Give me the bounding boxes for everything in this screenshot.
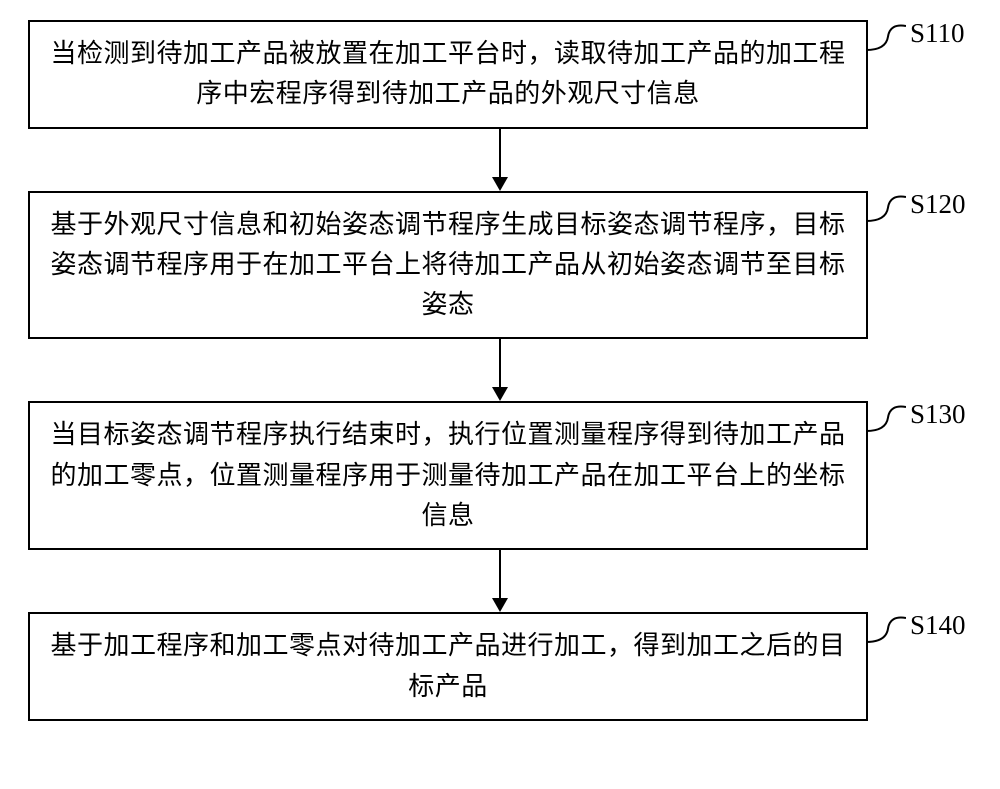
step-box-s110: 当检测到待加工产品被放置在加工平台时，读取待加工产品的加工程序中宏程序得到待加工… bbox=[28, 20, 868, 129]
flow-arrow bbox=[485, 550, 515, 612]
arrow-wrap-1 bbox=[80, 339, 920, 401]
step-row-s130: 当目标姿态调节程序执行结束时，执行位置测量程序得到待加工产品的加工零点，位置测量… bbox=[28, 401, 972, 550]
step-label-s120: S120 bbox=[910, 189, 966, 220]
arrow-wrap-2 bbox=[80, 550, 920, 612]
step-text-s140: 基于加工程序和加工零点对待加工产品进行加工，得到加工之后的目标产品 bbox=[48, 626, 848, 707]
step-row-s140: 基于加工程序和加工零点对待加工产品进行加工，得到加工之后的目标产品 S140 bbox=[28, 612, 972, 721]
label-connector bbox=[866, 24, 906, 52]
step-row-s110: 当检测到待加工产品被放置在加工平台时，读取待加工产品的加工程序中宏程序得到待加工… bbox=[28, 20, 972, 129]
step-box-s140: 基于加工程序和加工零点对待加工产品进行加工，得到加工之后的目标产品 bbox=[28, 612, 868, 721]
step-row-s120: 基于外观尺寸信息和初始姿态调节程序生成目标姿态调节程序，目标姿态调节程序用于在加… bbox=[28, 191, 972, 340]
flow-arrow bbox=[485, 339, 515, 401]
flow-arrow bbox=[485, 129, 515, 191]
arrow-wrap-0 bbox=[80, 129, 920, 191]
step-text-s130: 当目标姿态调节程序执行结束时，执行位置测量程序得到待加工产品的加工零点，位置测量… bbox=[48, 415, 848, 536]
label-connector bbox=[866, 616, 906, 644]
step-box-s130: 当目标姿态调节程序执行结束时，执行位置测量程序得到待加工产品的加工零点，位置测量… bbox=[28, 401, 868, 550]
label-connector bbox=[866, 405, 906, 433]
step-text-s110: 当检测到待加工产品被放置在加工平台时，读取待加工产品的加工程序中宏程序得到待加工… bbox=[48, 34, 848, 115]
label-connector bbox=[866, 195, 906, 223]
step-label-s110: S110 bbox=[910, 18, 965, 49]
step-label-s130: S130 bbox=[910, 399, 966, 430]
flowchart-container: 当检测到待加工产品被放置在加工平台时，读取待加工产品的加工程序中宏程序得到待加工… bbox=[28, 20, 972, 721]
step-label-s140: S140 bbox=[910, 610, 966, 641]
step-text-s120: 基于外观尺寸信息和初始姿态调节程序生成目标姿态调节程序，目标姿态调节程序用于在加… bbox=[48, 205, 848, 326]
step-box-s120: 基于外观尺寸信息和初始姿态调节程序生成目标姿态调节程序，目标姿态调节程序用于在加… bbox=[28, 191, 868, 340]
